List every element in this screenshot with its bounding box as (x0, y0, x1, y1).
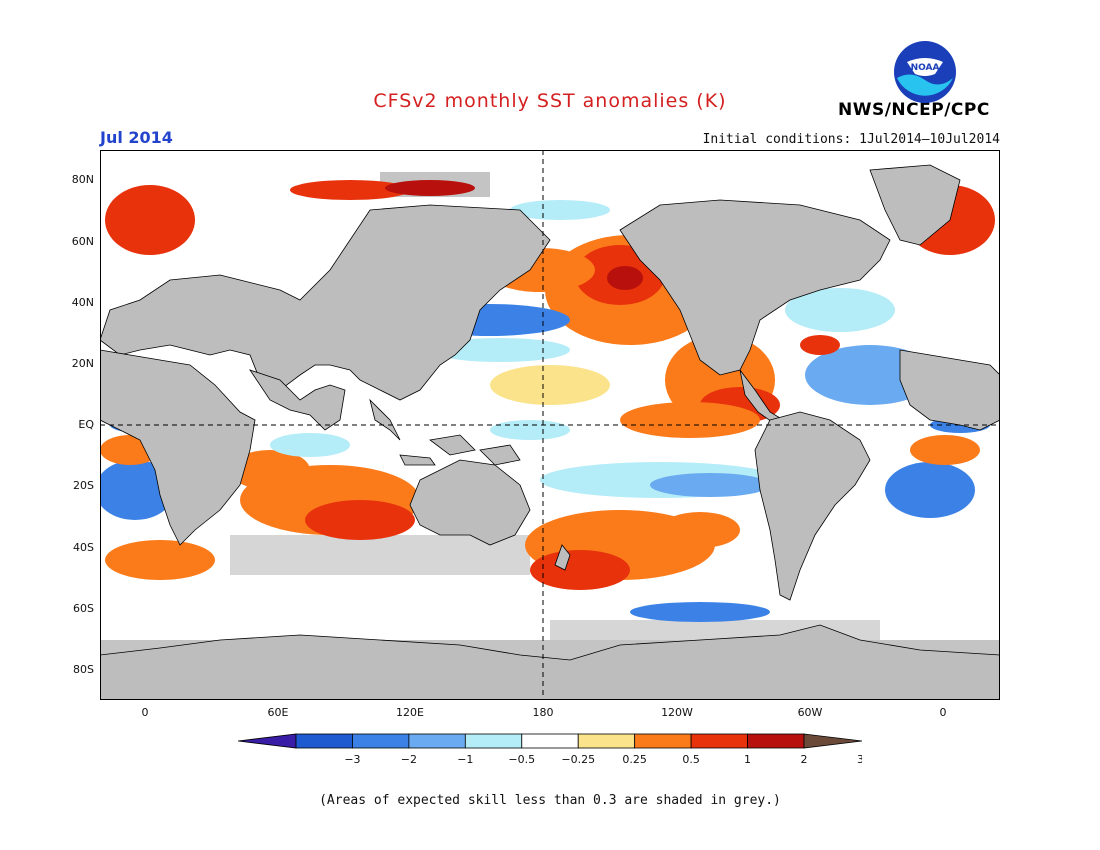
lat-label: 80N (71, 173, 94, 186)
chart-title: CFSv2 monthly SST anomalies (K) (373, 90, 727, 112)
lat-label: 80S (73, 663, 94, 676)
lon-label: 120E (396, 706, 424, 719)
colorbar-cell (577, 733, 636, 749)
lat-label: 40N (71, 296, 94, 309)
forecast-month: Jul 2014 (100, 128, 173, 147)
lon-label: 120W (661, 706, 693, 719)
colorbar-tick-label: −0.5 (508, 753, 535, 766)
colorbar-cell (295, 733, 353, 749)
noaa-logo: NOAA (894, 41, 956, 103)
lon-label: 0 (141, 706, 149, 719)
colorbar-tick-label: 2 (801, 753, 808, 766)
colorbar-max-arrow (803, 733, 862, 749)
sst-anomaly-map (100, 150, 1000, 700)
skill-note: (Areas of expected skill less than 0.3 a… (319, 793, 781, 808)
colorbar-tick-label: −2 (401, 753, 417, 766)
colorbar-tick-label: 1 (744, 753, 751, 766)
lon-label: 60W (797, 706, 823, 719)
colorbar-cell (352, 733, 410, 749)
colorbar-tick-label: −3 (344, 753, 360, 766)
colorbar-cell (747, 733, 805, 749)
colorbar-cell (464, 733, 523, 749)
agency-label: NWS/NCEP/CPC (838, 100, 990, 120)
sst-anomaly-field (100, 180, 995, 622)
colorbar-cell (634, 733, 692, 749)
lat-label: EQ (78, 418, 94, 431)
lon-label: 0 (939, 706, 947, 719)
lat-label: 60N (71, 235, 94, 248)
colorbar-cell (521, 733, 579, 749)
colorbar-tick-label: 3 (857, 753, 862, 766)
lon-label: 60E (267, 706, 289, 719)
lat-label: 20N (71, 357, 94, 370)
svg-text:NOAA: NOAA (911, 63, 940, 73)
colorbar-tick-label: −1 (457, 753, 473, 766)
land (100, 164, 1000, 700)
colorbar-min-arrow (238, 733, 297, 749)
colorbar-tick-label: −0.25 (561, 753, 595, 766)
lat-label: 20S (73, 479, 94, 492)
colorbar: −3 −2 −1 −0.5 −0.25 0.25 0.5 1 2 3 (238, 733, 862, 766)
lon-label: 180 (532, 706, 554, 719)
lat-label: 60S (73, 602, 94, 615)
colorbar-cell (408, 733, 466, 749)
colorbar-cell (690, 733, 748, 749)
initial-conditions: Initial conditions: 1Jul2014–10Jul2014 (702, 132, 1000, 147)
colorbar-tick-label: 0.25 (622, 753, 647, 766)
lat-label: 40S (73, 541, 94, 554)
colorbar-tick-label: 0.5 (682, 753, 700, 766)
